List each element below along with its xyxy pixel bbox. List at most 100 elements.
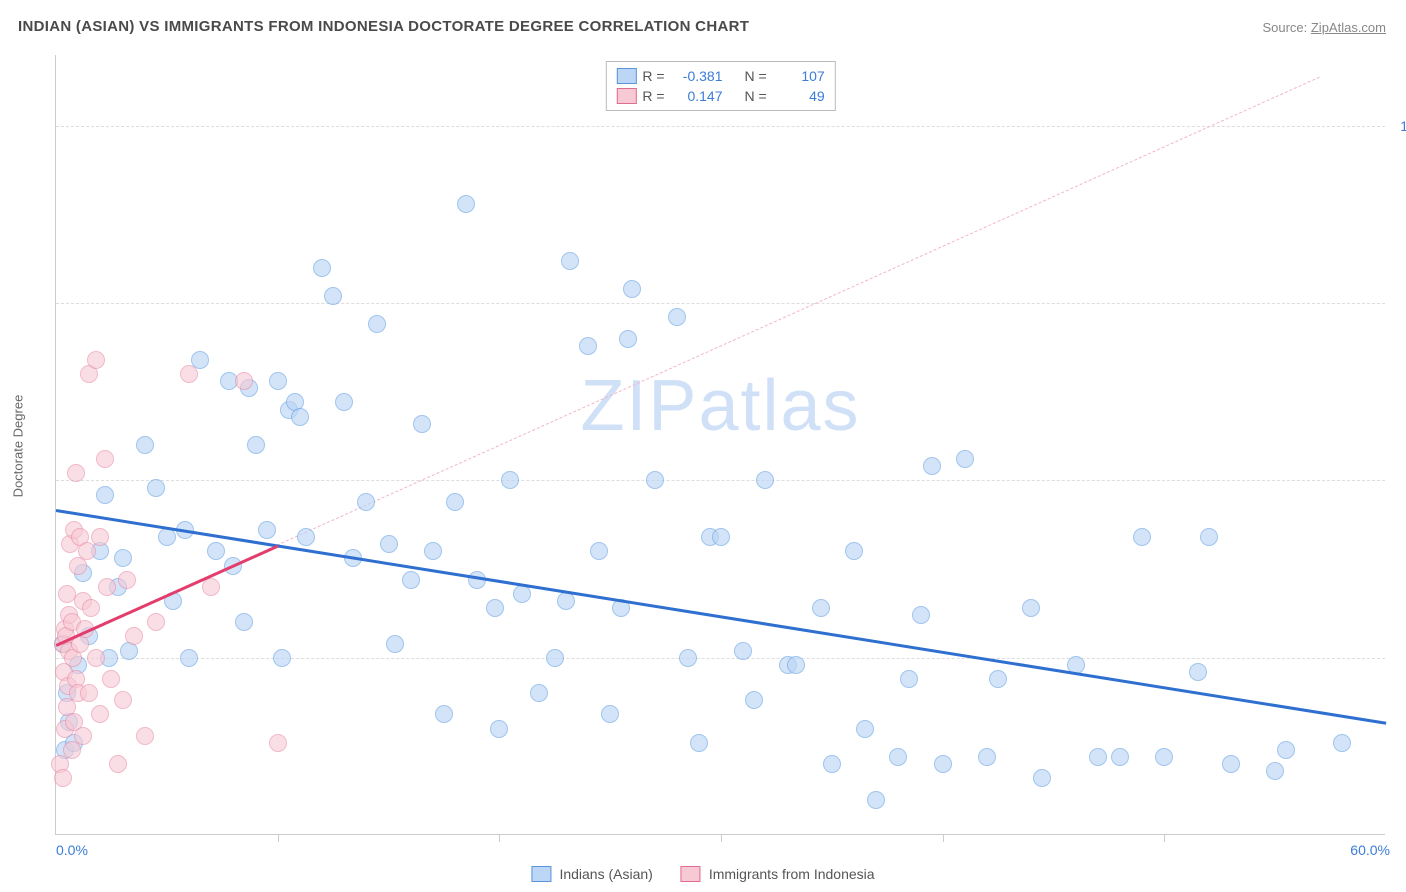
data-point-indians	[978, 748, 996, 766]
data-point-indians	[435, 705, 453, 723]
data-point-indians	[1333, 734, 1351, 752]
legend-label: Indians (Asian)	[559, 866, 652, 882]
data-point-indians	[446, 493, 464, 511]
data-point-indians	[579, 337, 597, 355]
data-point-indians	[1277, 741, 1295, 759]
x-tick	[499, 834, 500, 842]
data-point-indians	[269, 372, 287, 390]
data-point-indians	[712, 528, 730, 546]
source-attribution: Source: ZipAtlas.com	[1262, 20, 1386, 35]
data-point-indians	[313, 259, 331, 277]
data-point-indians	[619, 330, 637, 348]
data-point-indians	[646, 471, 664, 489]
x-axis-max-label: 60.0%	[1350, 842, 1390, 858]
legend-swatch	[531, 866, 551, 882]
source-prefix: Source:	[1262, 20, 1310, 35]
data-point-indonesia	[98, 578, 116, 596]
data-point-indians	[413, 415, 431, 433]
data-point-indonesia	[125, 627, 143, 645]
data-point-indonesia	[87, 351, 105, 369]
data-point-indians	[1200, 528, 1218, 546]
legend-swatch	[681, 866, 701, 882]
data-point-indians	[235, 613, 253, 631]
gridline	[56, 303, 1385, 304]
data-point-indians	[96, 486, 114, 504]
data-point-indians	[258, 521, 276, 539]
data-point-indians	[1133, 528, 1151, 546]
data-point-indians	[1111, 748, 1129, 766]
data-point-indians	[956, 450, 974, 468]
legend-swatch	[616, 68, 636, 84]
x-axis-min-label: 0.0%	[56, 842, 88, 858]
legend-item-indonesia: Immigrants from Indonesia	[681, 866, 875, 882]
data-point-indians	[823, 755, 841, 773]
data-point-indians	[745, 691, 763, 709]
x-tick	[721, 834, 722, 842]
data-point-indians	[561, 252, 579, 270]
gridline	[56, 480, 1385, 481]
data-point-indians	[546, 649, 564, 667]
data-point-indians	[679, 649, 697, 667]
data-point-indians	[756, 471, 774, 489]
data-point-indians	[812, 599, 830, 617]
y-axis-label: Doctorate Degree	[11, 343, 26, 446]
data-point-indonesia	[80, 684, 98, 702]
data-point-indians	[934, 755, 952, 773]
chart-title: INDIAN (ASIAN) VS IMMIGRANTS FROM INDONE…	[18, 18, 749, 35]
gridline	[56, 126, 1385, 127]
data-point-indians	[590, 542, 608, 560]
n-value: 107	[777, 68, 825, 84]
data-point-indians	[486, 599, 504, 617]
data-point-indonesia	[87, 649, 105, 667]
data-point-indians	[324, 287, 342, 305]
data-point-indians	[1222, 755, 1240, 773]
data-point-indians	[1155, 748, 1173, 766]
correlation-row-indians: R =-0.381N =107	[616, 66, 824, 86]
data-point-indians	[402, 571, 420, 589]
r-label: R =	[642, 88, 664, 104]
r-label: R =	[642, 68, 664, 84]
n-label: N =	[745, 88, 767, 104]
y-tick-label: 10.0%	[1390, 118, 1406, 134]
data-point-indonesia	[91, 528, 109, 546]
data-point-indians	[867, 791, 885, 809]
legend-label: Immigrants from Indonesia	[709, 866, 875, 882]
data-point-indonesia	[96, 450, 114, 468]
data-point-indians	[668, 308, 686, 326]
data-point-indians	[690, 734, 708, 752]
plot-area: ZIPatlas R =-0.381N =107R =0.147N =49 0.…	[55, 55, 1385, 835]
data-point-indians	[273, 649, 291, 667]
data-point-indians	[490, 720, 508, 738]
data-point-indonesia	[114, 691, 132, 709]
data-point-indonesia	[102, 670, 120, 688]
data-point-indians	[1189, 663, 1207, 681]
data-point-indians	[1266, 762, 1284, 780]
data-point-indians	[900, 670, 918, 688]
data-point-indonesia	[109, 755, 127, 773]
data-point-indians	[1089, 748, 1107, 766]
data-point-indians	[1033, 769, 1051, 787]
series-legend: Indians (Asian) Immigrants from Indonesia	[531, 866, 874, 882]
data-point-indians	[147, 479, 165, 497]
data-point-indians	[180, 649, 198, 667]
source-link[interactable]: ZipAtlas.com	[1311, 20, 1386, 35]
data-point-indonesia	[78, 542, 96, 560]
data-point-indians	[734, 642, 752, 660]
data-point-indians	[386, 635, 404, 653]
data-point-indonesia	[202, 578, 220, 596]
correlation-row-indonesia: R =0.147N =49	[616, 86, 824, 106]
gridline	[56, 658, 1385, 659]
data-point-indians	[457, 195, 475, 213]
data-point-indonesia	[67, 464, 85, 482]
data-point-indonesia	[118, 571, 136, 589]
y-tick-label: 5.0%	[1390, 472, 1406, 488]
data-point-indians	[601, 705, 619, 723]
x-tick	[943, 834, 944, 842]
data-point-indians	[136, 436, 154, 454]
legend-swatch	[616, 88, 636, 104]
data-point-indians	[530, 684, 548, 702]
x-tick	[278, 834, 279, 842]
data-point-indians	[623, 280, 641, 298]
y-tick-label: 7.5%	[1390, 295, 1406, 311]
data-point-indians	[335, 393, 353, 411]
